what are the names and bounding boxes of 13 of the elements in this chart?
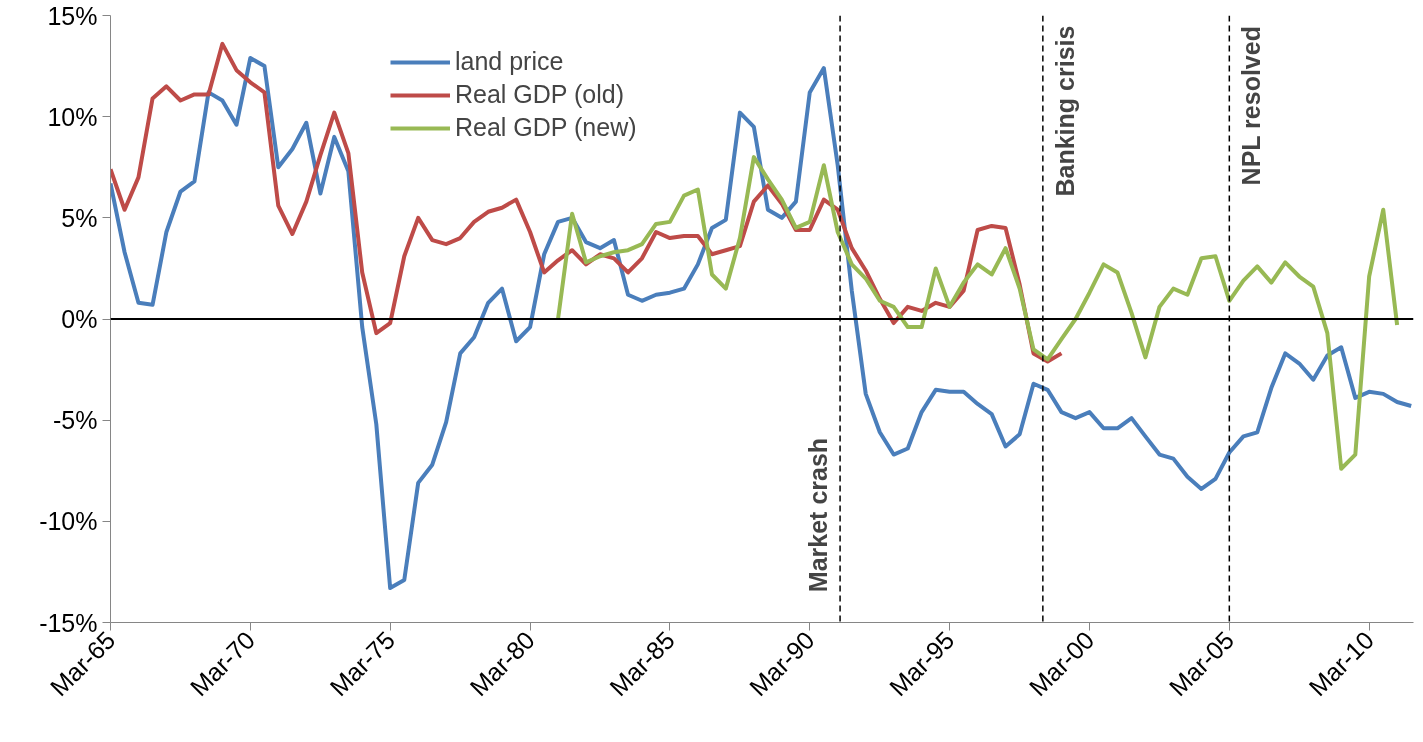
ref-line-label: NPL resolved	[1237, 26, 1266, 186]
legend-label: Real GDP (new)	[455, 113, 637, 142]
legend-label: land price	[455, 47, 564, 76]
y-tick-label: -5%	[53, 406, 98, 435]
legend-label: Real GDP (old)	[455, 80, 625, 109]
y-tick-label: 15%	[47, 1, 98, 30]
y-tick-label: 10%	[47, 102, 98, 131]
ref-line-label: Market crash	[804, 437, 833, 593]
ref-line-label: Banking crisis	[1050, 25, 1079, 197]
y-tick-label: -15%	[39, 608, 98, 637]
y-tick-label: 5%	[61, 203, 98, 232]
y-tick-label: -10%	[39, 507, 98, 536]
y-tick-label: 0%	[61, 305, 98, 333]
